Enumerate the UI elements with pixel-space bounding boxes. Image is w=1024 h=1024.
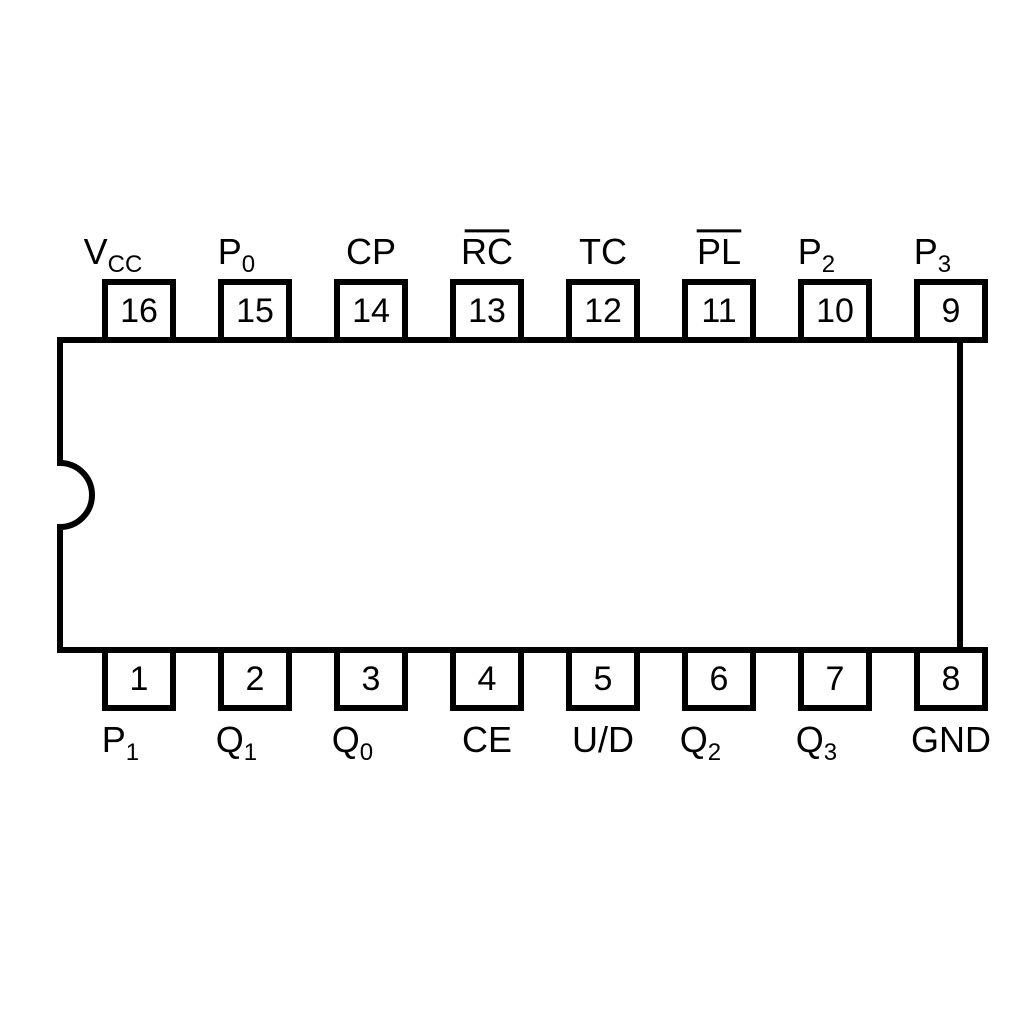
bottom-pin-label: Q3	[796, 719, 837, 766]
pin-number: 16	[120, 292, 158, 330]
pin-number: 9	[942, 292, 961, 330]
chip-body	[60, 340, 960, 650]
top-pin-label: CP	[346, 231, 396, 272]
ic-pinout-diagram: 16 VCC 15 P0 14 CP 13 RC 12 TC 11 PL 10 P2 9 P3 1 P1 2 Q1 3 Q…	[0, 0, 1024, 1024]
pin-number: 13	[468, 292, 506, 330]
top-pin-label: RC	[461, 231, 513, 272]
pin-number: 14	[352, 292, 390, 330]
pin-number: 2	[246, 660, 265, 698]
bottom-pin-label: CE	[462, 719, 512, 760]
pin-number: 4	[478, 660, 497, 698]
pin-number: 11	[701, 292, 736, 330]
bottom-pin-label: P1	[102, 719, 139, 766]
pin-number: 12	[584, 292, 622, 330]
pin-number: 15	[236, 292, 274, 330]
bottom-pin-label: Q0	[332, 719, 373, 766]
bottom-pin-label: GND	[911, 719, 991, 760]
pin-number: 5	[594, 660, 613, 698]
pin-number: 8	[942, 660, 961, 698]
bottom-pin-label: Q2	[680, 719, 721, 766]
top-pin-label: VCC	[84, 231, 143, 278]
pin-number: 10	[816, 292, 854, 330]
pin-number: 1	[130, 660, 149, 698]
top-pin-label: TC	[579, 231, 627, 272]
top-pin-label: P2	[798, 231, 835, 278]
top-pin-label: P0	[218, 231, 255, 278]
bottom-pin-label: U/D	[572, 719, 634, 760]
top-pin-label: PL	[697, 231, 741, 272]
pin-number: 6	[710, 660, 729, 698]
pin-number: 3	[362, 660, 381, 698]
pin-number: 7	[826, 660, 845, 698]
bottom-pin-label: Q1	[216, 719, 257, 766]
top-pin-label: P3	[914, 231, 951, 278]
